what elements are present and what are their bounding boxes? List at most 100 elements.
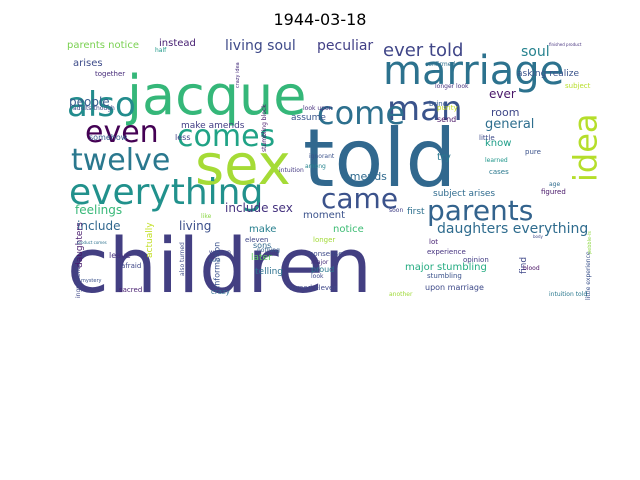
- cloud-word: know: [485, 138, 511, 149]
- cloud-word: later: [251, 253, 272, 263]
- cloud-word: general: [485, 117, 534, 132]
- cloud-word: sex: [195, 133, 291, 198]
- cloud-word: make: [249, 224, 276, 235]
- cloud-word: sons: [253, 241, 271, 250]
- cloud-word: even: [85, 115, 159, 150]
- cloud-word: ignorant: [309, 153, 335, 160]
- cloud-word: nothing: [257, 247, 280, 254]
- cloud-word: lot: [429, 238, 438, 246]
- cloud-word: cases: [489, 168, 509, 176]
- image-title: 1944-03-18: [273, 10, 367, 29]
- cloud-word: intuition told: [549, 291, 587, 298]
- cloud-word: children: [67, 221, 372, 302]
- cloud-word: finished product: [549, 42, 582, 47]
- cloud-word: turned eleven: [289, 284, 338, 292]
- cloud-word: upon marriage: [425, 283, 484, 292]
- cloud-word: together: [95, 70, 125, 78]
- cloud-word: proud: [311, 265, 334, 274]
- cloud-word: crazy idea: [235, 62, 241, 88]
- cloud-word: among: [305, 163, 326, 170]
- cloud-word: bring: [429, 100, 447, 108]
- cloud-word: come: [317, 94, 405, 132]
- cloud-word: woman: [209, 249, 231, 256]
- cloud-word: body: [533, 234, 544, 239]
- cloud-word: leave: [109, 251, 131, 260]
- cloud-word: arises: [73, 58, 103, 69]
- cloud-word: mystery: [81, 278, 102, 284]
- cloud-word: half: [155, 47, 167, 54]
- cloud-word: afraid: [121, 262, 141, 270]
- cloud-word: comes: [177, 119, 275, 154]
- cloud-word: assume: [291, 113, 326, 123]
- cloud-word: another: [389, 291, 413, 298]
- cloud-word: instead: [159, 38, 196, 49]
- cloud-word: ever: [489, 87, 516, 101]
- cloud-word: room: [491, 106, 519, 119]
- cloud-word: everything: [69, 172, 263, 213]
- cloud-word: soon: [389, 207, 403, 214]
- cloud-word: also: [67, 85, 136, 125]
- cloud-word: parents: [427, 194, 533, 227]
- cloud-word: purity: [437, 104, 458, 112]
- cloud-word: man: [387, 89, 463, 129]
- cloud-word: jacque: [126, 64, 307, 127]
- cloud-word: nonsense: [309, 250, 343, 258]
- cloud-word: also turned: [179, 242, 186, 276]
- cloud-word: parents notice: [67, 40, 139, 51]
- cloud-word: little: [479, 134, 495, 142]
- cloud-word: figured: [541, 188, 566, 196]
- cloud-word: major: [311, 259, 329, 266]
- cloud-word: moment: [303, 210, 345, 221]
- cloud-word: feelings: [75, 203, 122, 217]
- cloud-word: sacred: [119, 286, 142, 294]
- cloud-word: people: [69, 95, 110, 109]
- cloud-word: telling: [255, 267, 283, 277]
- cloud-word: somehow: [89, 133, 128, 142]
- cloud-word: major stumbling: [405, 262, 487, 273]
- cloud-word: crazy: [211, 288, 230, 296]
- cloud-word: twelve: [71, 143, 170, 178]
- cloud-word: subject: [565, 82, 591, 90]
- cloud-word: opinion: [463, 256, 489, 264]
- cloud-word: find: [519, 257, 529, 274]
- cloud-word: less: [175, 133, 190, 142]
- cloud-word: actually: [145, 222, 155, 258]
- cloud-word: idea: [567, 114, 597, 183]
- cloud-word: longer: [313, 236, 335, 244]
- cloud-word: little experience: [585, 251, 592, 300]
- cloud-word: stumbling: [427, 272, 462, 280]
- cloud-word: send: [437, 115, 456, 124]
- cloud-word: look: [311, 273, 324, 280]
- cloud-word: experience: [427, 248, 466, 256]
- cloud-word: intuition: [279, 167, 304, 174]
- cloud-word: told: [303, 112, 456, 205]
- cloud-word: product comes: [77, 240, 107, 245]
- cloud-word: eleven: [245, 236, 268, 244]
- cloud-word: include: [77, 219, 120, 233]
- cloud-word: living: [179, 219, 211, 233]
- cloud-word: marriage: [383, 48, 564, 94]
- cloud-word: age: [549, 181, 560, 188]
- cloud-word: peculiar: [317, 38, 373, 54]
- cloud-word: daughters everything: [437, 221, 588, 237]
- cloud-word: notice: [333, 224, 364, 235]
- cloud-word: make amends: [181, 121, 245, 131]
- cloud-word: longer look: [435, 83, 469, 90]
- cloud-word: blood: [523, 265, 540, 272]
- cloud-word: look upon: [303, 105, 333, 112]
- cloud-word: include sex: [225, 201, 293, 215]
- cloud-word: amends: [343, 170, 387, 183]
- cloud-word: came: [321, 182, 398, 215]
- cloud-word: confirmed: [425, 61, 455, 68]
- cloud-word: living soul: [225, 38, 296, 54]
- cloud-word: learned: [485, 157, 508, 164]
- cloud-word: subject arises: [433, 189, 495, 199]
- cloud-word: first: [407, 207, 425, 217]
- cloud-word: ingredients: [75, 264, 82, 298]
- cloud-word: like: [201, 213, 212, 220]
- cloud-word: information: [212, 242, 221, 288]
- cloud-word: ever told: [383, 40, 463, 61]
- cloud-word: asking realize: [517, 69, 579, 79]
- cloud-word: pure: [525, 148, 541, 156]
